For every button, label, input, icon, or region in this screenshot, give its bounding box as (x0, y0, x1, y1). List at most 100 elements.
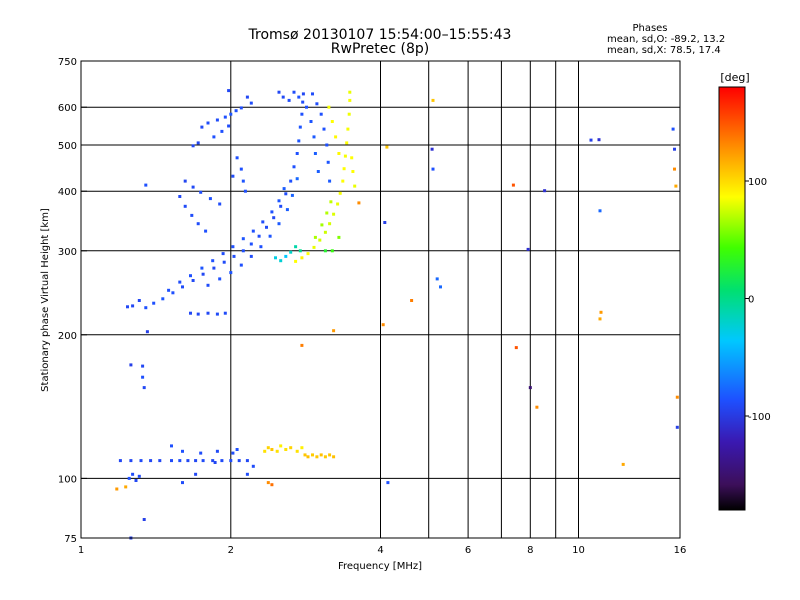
data-point (191, 279, 195, 282)
data-point (232, 254, 236, 258)
data-point (211, 259, 215, 263)
data-point (292, 165, 296, 169)
data-point (257, 234, 261, 238)
data-point (178, 459, 182, 463)
data-point (284, 448, 288, 451)
data-point (323, 230, 327, 234)
data-point (597, 138, 601, 142)
data-point (190, 213, 194, 217)
data-point (277, 199, 281, 203)
data-point (332, 455, 336, 459)
y-tick-label: 500 (58, 141, 77, 152)
data-point (227, 89, 231, 93)
y-tick-label: 200 (58, 331, 77, 342)
data-point (141, 375, 145, 379)
data-point (263, 449, 267, 453)
data-point (229, 112, 233, 116)
data-point (194, 472, 198, 476)
data-point (213, 461, 217, 464)
data-point (137, 299, 141, 302)
data-point (675, 425, 679, 429)
data-point (514, 346, 518, 350)
data-point (137, 474, 141, 478)
data-point (598, 317, 602, 321)
data-point (191, 144, 195, 148)
data-point (272, 216, 276, 220)
data-point (239, 263, 243, 267)
data-point (251, 464, 255, 468)
data-point (311, 92, 314, 96)
data-point (311, 453, 314, 457)
data-point (300, 343, 304, 347)
data-point (274, 256, 277, 260)
data-point (431, 167, 435, 171)
data-point (241, 249, 245, 253)
data-point (266, 446, 270, 450)
data-point (124, 485, 128, 489)
data-point (186, 459, 190, 463)
data-point (673, 167, 676, 171)
data-point (328, 453, 332, 457)
data-point (294, 245, 298, 249)
data-point (129, 459, 133, 463)
data-point (300, 446, 304, 450)
colorbar-unit-label: [deg] (720, 71, 749, 84)
data-point (353, 184, 357, 188)
data-point (282, 187, 286, 191)
data-point (287, 98, 291, 102)
data-point (322, 127, 326, 131)
data-point (129, 363, 133, 367)
data-point (239, 106, 243, 110)
data-point (410, 299, 414, 302)
data-point (295, 152, 299, 155)
data-point (265, 225, 268, 229)
data-point (199, 451, 203, 455)
data-point (323, 455, 327, 459)
data-point (303, 453, 307, 457)
data-point (315, 455, 319, 459)
data-point (327, 105, 331, 109)
data-point (306, 455, 310, 459)
data-point (323, 249, 327, 253)
data-point (249, 254, 253, 258)
data-point (229, 271, 233, 275)
plot-area: 1 2 4 6 8 10 16 75 100 200 300 400 500 600 750 (58, 57, 686, 556)
data-point (215, 449, 219, 453)
data-point (300, 256, 304, 260)
data-point (383, 221, 387, 224)
data-point (208, 197, 212, 201)
data-point (305, 105, 308, 109)
data-point (295, 177, 299, 181)
colorbar-ticks: 100 0 -100 (745, 177, 771, 423)
phase-stats-o: mean, sd,O: -89.2, 13.2 (607, 34, 725, 45)
data-point (301, 92, 305, 96)
data-point (206, 283, 210, 287)
data-point (350, 156, 354, 160)
data-point (337, 235, 341, 239)
y-tick-label: 100 (58, 474, 77, 485)
y-tick-label: 400 (58, 187, 77, 198)
data-point (279, 259, 283, 263)
data-point (178, 195, 182, 198)
x-tick-label: 6 (465, 545, 471, 556)
data-point (346, 127, 350, 131)
data-point (309, 120, 313, 123)
data-point (243, 189, 247, 193)
data-point (200, 266, 204, 270)
data-point (439, 285, 442, 289)
data-point (275, 449, 279, 453)
data-point (277, 222, 281, 226)
data-point (183, 179, 187, 183)
data-point (674, 184, 678, 188)
data-point (315, 102, 319, 106)
data-point (189, 311, 192, 315)
data-point (231, 245, 235, 249)
data-point (336, 202, 340, 206)
data-point (285, 208, 289, 212)
data-point (235, 156, 239, 160)
data-point (234, 109, 238, 113)
data-point (194, 459, 198, 463)
data-point (294, 259, 298, 263)
data-point (312, 245, 316, 249)
data-point (589, 138, 593, 142)
